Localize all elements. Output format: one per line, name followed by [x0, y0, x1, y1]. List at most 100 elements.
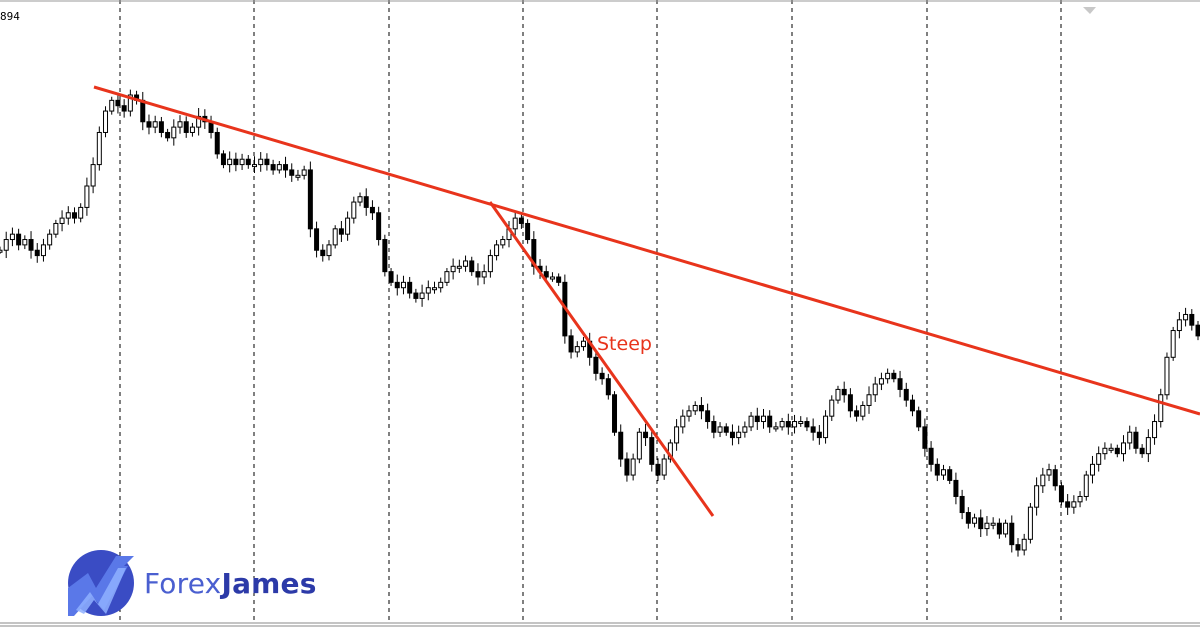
candle-body	[816, 431, 822, 439]
candle-body	[140, 99, 146, 123]
candle-body	[146, 121, 152, 128]
candle-body	[78, 206, 84, 219]
candle-body	[686, 410, 692, 417]
candle-body	[674, 426, 680, 444]
candle-body	[909, 399, 915, 412]
candle-body	[121, 105, 127, 112]
candle-body	[1083, 474, 1089, 497]
candle-body	[1027, 506, 1033, 540]
candle-body	[692, 404, 698, 412]
candle-body	[792, 421, 798, 428]
candle-body	[1077, 495, 1083, 503]
candle-body	[990, 522, 996, 526]
candle-body	[276, 164, 282, 171]
candle-body	[183, 121, 189, 133]
candle-body	[295, 174, 301, 178]
candle-body	[289, 169, 295, 176]
candle-body	[748, 415, 754, 428]
candle-body	[407, 281, 413, 294]
candle-body	[835, 388, 841, 401]
candle-body	[1003, 522, 1009, 535]
candle-body	[798, 421, 804, 425]
scroll-marker-icon	[1083, 7, 1096, 14]
candle-body	[96, 131, 102, 166]
candle-body	[891, 372, 897, 380]
long-trendline	[93, 85, 1200, 416]
candle-body	[928, 447, 934, 465]
candle-body	[245, 158, 251, 166]
candle-body	[419, 292, 425, 299]
candle-body	[779, 421, 785, 428]
candle-body	[785, 421, 791, 428]
candle-body	[301, 169, 307, 176]
candle-body	[158, 121, 164, 133]
candle-body	[680, 415, 686, 428]
brand-name-part2: James	[221, 566, 317, 600]
candle-body	[847, 394, 853, 412]
candle-body	[1108, 447, 1114, 451]
candle-body	[1040, 474, 1046, 487]
candle-body	[705, 410, 711, 423]
candle-body	[556, 276, 562, 283]
candle-body	[512, 217, 518, 230]
candle-body	[1071, 501, 1077, 508]
candle-body	[258, 158, 264, 166]
candle-body	[947, 469, 953, 481]
candle-body	[1183, 313, 1189, 321]
candle-body	[494, 244, 500, 257]
candle-body	[649, 437, 655, 465]
candle-body	[270, 164, 276, 171]
candle-body	[1139, 447, 1145, 455]
candle-body	[65, 212, 71, 219]
candle-body	[612, 394, 618, 433]
candle-body	[1170, 330, 1176, 358]
candle-body	[1021, 538, 1027, 551]
candle-body	[934, 463, 940, 476]
forexjames-logo-icon	[68, 550, 134, 616]
candle-body	[1065, 501, 1071, 508]
candle-body	[1158, 394, 1164, 423]
candle-body	[189, 126, 195, 133]
candle-body	[661, 458, 667, 476]
candle-body	[251, 164, 257, 168]
candle-body	[1096, 453, 1102, 465]
candle-body	[115, 99, 121, 107]
candle-body	[810, 426, 816, 433]
candle-body	[1133, 431, 1139, 449]
candle-body	[829, 399, 835, 417]
candle-body	[872, 383, 878, 396]
candle-body	[1176, 319, 1182, 332]
steep-annotation: Steep	[597, 333, 652, 355]
candle-body	[1189, 313, 1195, 326]
candle-body	[897, 378, 903, 390]
candle-body	[90, 164, 96, 187]
brand-name: ForexJames	[144, 567, 317, 600]
candle-body	[760, 415, 766, 423]
candle-body	[804, 421, 810, 428]
candle-body	[636, 431, 642, 460]
candle-body	[593, 356, 599, 374]
candle-body	[1152, 421, 1158, 439]
candle-body	[127, 94, 133, 112]
candle-body	[698, 404, 704, 412]
candlestick-series	[0, 89, 1200, 557]
candle-body	[518, 217, 524, 224]
candle-body	[723, 426, 729, 433]
candle-body	[469, 260, 475, 273]
candle-body	[0, 249, 3, 253]
candle-body	[736, 431, 742, 439]
candle-body	[227, 158, 233, 166]
candle-body	[363, 196, 369, 208]
candle-body	[1145, 437, 1151, 455]
candle-body	[1046, 469, 1052, 476]
candle-body	[984, 522, 990, 530]
candle-body	[53, 222, 59, 235]
candle-body	[854, 410, 860, 417]
candle-body	[233, 158, 239, 166]
candle-body	[59, 217, 65, 224]
candle-body	[475, 271, 481, 278]
candle-body	[84, 185, 90, 208]
candle-body	[549, 276, 555, 280]
candle-body	[655, 463, 661, 476]
candle-body	[841, 388, 847, 396]
